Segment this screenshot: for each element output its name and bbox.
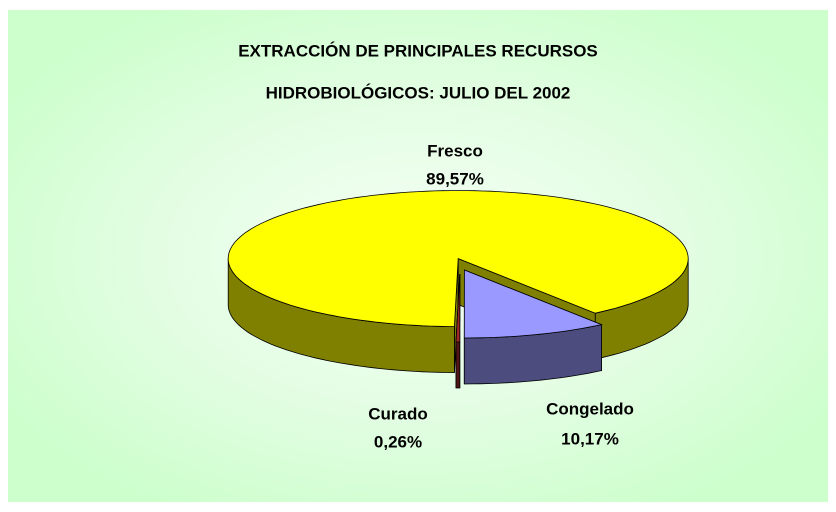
slice — [227, 190, 689, 328]
slice-label: Curado — [368, 404, 428, 423]
slice-side — [455, 341, 461, 389]
slice-label: Congelado — [546, 399, 634, 418]
slice-label: Fresco — [427, 141, 483, 160]
slice — [455, 273, 461, 389]
slice — [455, 273, 461, 343]
value-label: 89,57% — [426, 169, 484, 188]
value-label: 10,17% — [561, 429, 619, 448]
slice — [463, 269, 603, 385]
chart-title: EXTRACCIÓN DE PRINCIPALES RECURSOS — [238, 41, 598, 60]
slice — [463, 269, 603, 339]
value-label: 0,26% — [374, 432, 422, 451]
chart-title: HIDROBIOLÓGICOS: JULIO DEL 2002 — [266, 83, 571, 102]
